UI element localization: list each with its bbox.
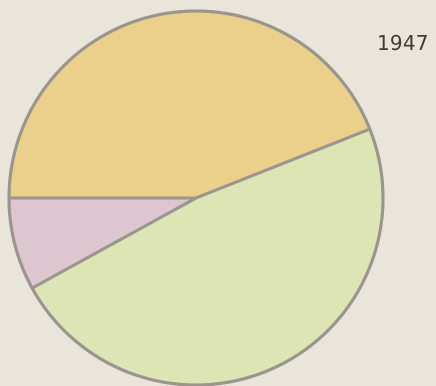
pie-outline — [7, 9, 385, 386]
chart-year-label: 1947 — [377, 31, 429, 55]
